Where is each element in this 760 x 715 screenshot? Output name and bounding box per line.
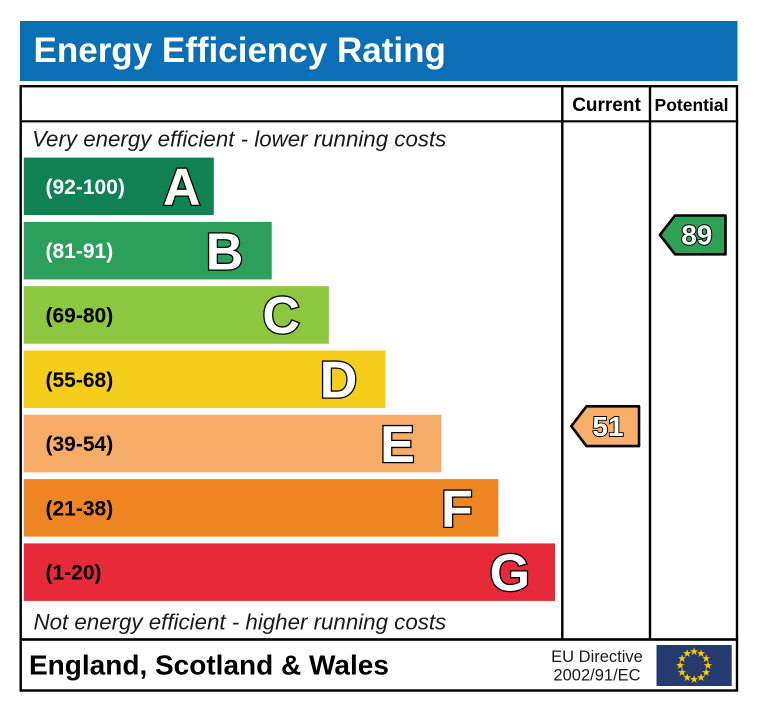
- svg-text:2002/91/EC: 2002/91/EC: [553, 666, 640, 684]
- svg-text:(21-38): (21-38): [46, 497, 114, 520]
- svg-text:EU Directive: EU Directive: [551, 648, 643, 666]
- svg-text:F: F: [441, 480, 473, 538]
- svg-text:Potential: Potential: [655, 95, 729, 115]
- svg-text:B: B: [206, 223, 244, 281]
- svg-text:Not energy efficient - higher: Not energy efficient - higher running co…: [34, 610, 447, 635]
- svg-text:G: G: [490, 544, 530, 602]
- svg-text:Very energy efficient - lower: Very energy efficient - lower running co…: [32, 127, 446, 152]
- svg-text:51: 51: [592, 411, 623, 442]
- svg-text:(81-91): (81-91): [46, 240, 114, 263]
- svg-text:A: A: [163, 159, 201, 217]
- svg-text:(1-20): (1-20): [46, 562, 102, 585]
- svg-text:E: E: [380, 416, 415, 474]
- svg-text:(55-68): (55-68): [46, 369, 114, 392]
- svg-text:England, Scotland & Wales: England, Scotland & Wales: [29, 650, 389, 681]
- svg-text:D: D: [320, 352, 358, 410]
- svg-text:(92-100): (92-100): [46, 176, 125, 199]
- svg-text:89: 89: [681, 219, 712, 250]
- svg-text:C: C: [262, 287, 300, 345]
- svg-text:(39-54): (39-54): [46, 433, 114, 456]
- svg-text:Energy Efficiency Rating: Energy Efficiency Rating: [34, 31, 446, 70]
- svg-text:(69-80): (69-80): [46, 304, 114, 327]
- svg-text:Current: Current: [572, 95, 641, 116]
